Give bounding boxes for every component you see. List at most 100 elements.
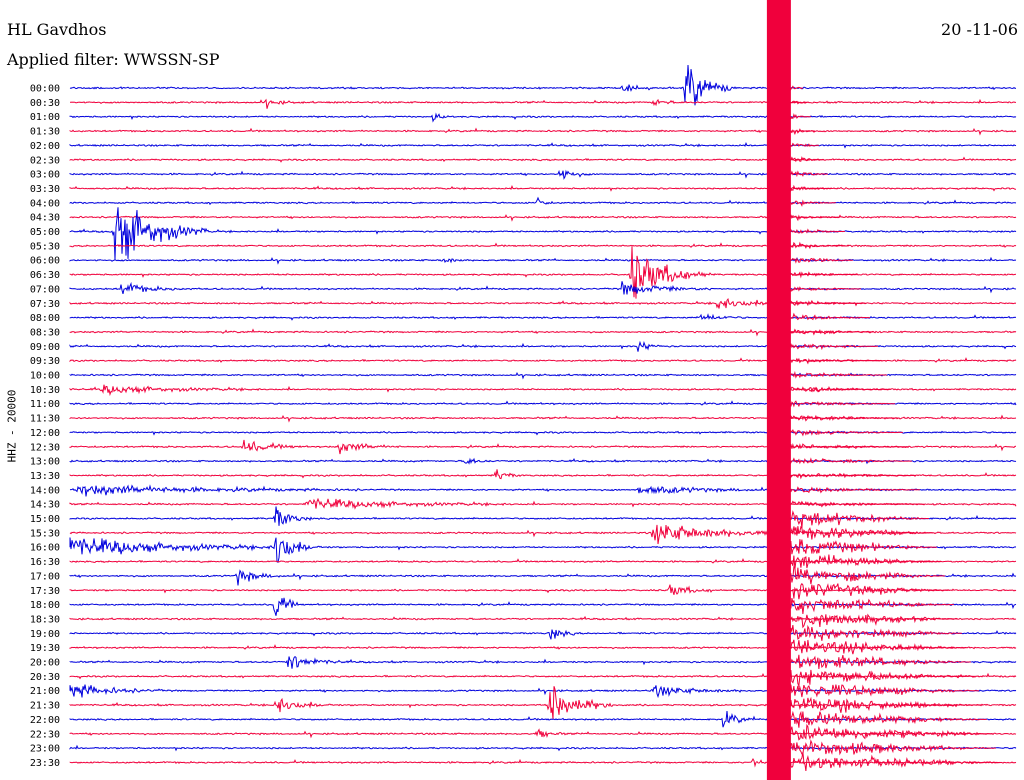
- coda-trace: [790, 286, 861, 292]
- coda-trace: [790, 582, 950, 600]
- time-label: 05:30: [30, 241, 60, 252]
- trace-row: [69, 214, 1017, 222]
- time-label: 13:00: [30, 457, 60, 468]
- time-label: 21:30: [30, 701, 60, 712]
- time-label: 06:30: [30, 270, 60, 281]
- traces: [69, 0, 1017, 780]
- coda-trace: [790, 472, 916, 480]
- time-label: 07:30: [30, 299, 60, 310]
- trace-row: [69, 64, 1017, 106]
- trace-row: [69, 524, 1017, 545]
- trace-row: [69, 728, 1017, 739]
- coda-trace: [790, 328, 874, 336]
- time-label: 12:30: [30, 442, 60, 453]
- coda-trace: [790, 142, 819, 148]
- time-label: 14:00: [30, 485, 60, 496]
- coda-trace: [790, 156, 824, 163]
- trace-row: [69, 246, 1017, 299]
- time-label: 20:00: [30, 658, 60, 669]
- trace-row: [69, 184, 1017, 192]
- coda-trace: [790, 669, 975, 688]
- trace-row: [69, 313, 1017, 321]
- coda-trace: [790, 386, 891, 393]
- filter-label: Applied filter: WWSSN-SP: [7, 50, 220, 69]
- time-label: 17:30: [30, 586, 60, 597]
- coda-trace: [790, 684, 979, 698]
- time-label: 09:00: [30, 342, 60, 353]
- time-label: 00:30: [30, 98, 60, 109]
- time-label: 18:30: [30, 614, 60, 625]
- time-label: 10:00: [30, 371, 60, 382]
- time-label: 16:00: [30, 543, 60, 554]
- coda-trace: [790, 128, 815, 135]
- coda-trace: [790, 170, 828, 178]
- coda-trace: [790, 312, 870, 321]
- time-label: 12:00: [30, 428, 60, 439]
- time-label: 22:00: [30, 715, 60, 726]
- time-label: 20:30: [30, 672, 60, 683]
- time-label: 00:00: [30, 84, 60, 95]
- time-label: 17:00: [30, 571, 60, 582]
- trace-row: [69, 744, 1017, 752]
- time-label: 08:30: [30, 327, 60, 338]
- trace-row: [69, 430, 1017, 436]
- trace-row: [69, 629, 1017, 640]
- coda-trace: [790, 751, 1000, 771]
- time-label: 19:00: [30, 629, 60, 640]
- trace-row: [69, 686, 1017, 720]
- time-label: 13:30: [30, 471, 60, 482]
- trace-row: [69, 298, 1017, 309]
- time-label: 22:30: [30, 729, 60, 740]
- coda-trace: [790, 257, 853, 264]
- time-label: 15:00: [30, 514, 60, 525]
- coda-trace: [790, 100, 807, 105]
- coda-trace: [790, 710, 987, 728]
- time-label: 02:30: [30, 155, 60, 166]
- time-label: 23:00: [30, 744, 60, 755]
- coda-trace: [790, 400, 895, 408]
- coda-trace: [790, 597, 954, 615]
- coda-trace: [790, 696, 983, 713]
- trace-row: [69, 711, 1017, 728]
- trace-row: [69, 484, 1017, 497]
- time-label: 16:30: [30, 557, 60, 568]
- trace-row: [69, 112, 1017, 123]
- time-label: 01:30: [30, 127, 60, 138]
- trace-row: [69, 506, 1017, 526]
- coda-trace: [790, 565, 945, 585]
- coda-trace: [790, 510, 929, 529]
- coda-trace: [790, 357, 882, 365]
- coda-trace: [790, 739, 996, 756]
- trace-row: [69, 414, 1017, 423]
- coda-trace: [790, 85, 803, 91]
- date-label: 20 -11-06: [941, 20, 1018, 39]
- time-label: 02:00: [30, 141, 60, 152]
- trace-row: [69, 557, 1017, 564]
- trace-row: [69, 684, 1017, 699]
- coda-trace: [790, 343, 878, 351]
- coda-trace: [790, 500, 924, 508]
- coda-trace: [790, 199, 836, 207]
- coda-trace: [790, 184, 832, 192]
- trace-row: [69, 469, 1017, 480]
- time-label: 06:00: [30, 256, 60, 267]
- coda-trace: [790, 624, 962, 641]
- trace-row: [69, 256, 1017, 265]
- coda-trace: [790, 554, 941, 570]
- coda-trace: [790, 654, 971, 669]
- time-label: 01:00: [30, 112, 60, 123]
- coda-trace: [790, 442, 908, 450]
- time-label: 09:30: [30, 356, 60, 367]
- time-label: 11:30: [30, 414, 60, 425]
- time-label: 05:00: [30, 227, 60, 238]
- time-label: 11:00: [30, 399, 60, 410]
- time-label: 03:00: [30, 170, 60, 181]
- trace-row: [69, 207, 1017, 260]
- time-labels: 00:00 00:30 01:00 01:30 02:00 02:30 03:00 03:30…: [30, 84, 60, 769]
- coda-trace: [790, 457, 912, 465]
- coda-trace: [790, 241, 849, 250]
- coda-trace: [790, 486, 920, 494]
- coda-trace: [790, 428, 903, 437]
- coda-trace: [790, 613, 958, 629]
